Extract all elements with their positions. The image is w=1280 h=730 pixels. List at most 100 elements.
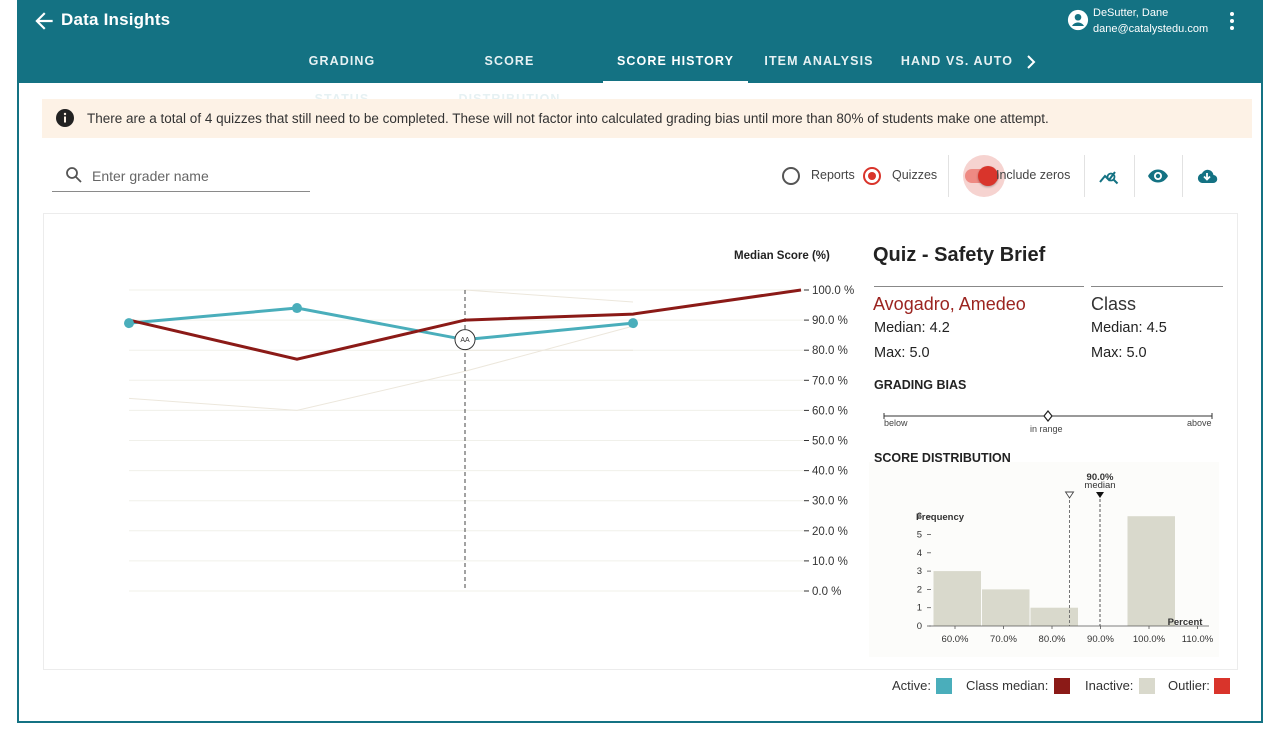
y-tick-label: 0.0 % xyxy=(812,586,841,598)
y-tick-label: 80.0 % xyxy=(812,345,848,357)
cloud-download-icon[interactable] xyxy=(1196,165,1218,187)
x-tick-label: 90.0% xyxy=(1087,634,1114,645)
x-tick-label: 80.0% xyxy=(1039,634,1066,645)
histogram-bar[interactable] xyxy=(933,571,982,626)
info-icon xyxy=(56,109,74,127)
reports-radio[interactable] xyxy=(782,167,800,185)
bias-below-label: below xyxy=(884,418,908,428)
divider xyxy=(1084,155,1085,197)
y-tick-label: 50.0 % xyxy=(812,436,848,448)
app-title: Data Insights xyxy=(61,10,171,29)
back-arrow-icon[interactable] xyxy=(31,8,57,34)
divider xyxy=(1182,155,1183,197)
x-tick-label: 100.0% xyxy=(1133,634,1166,645)
y-tick-label: 70.0 % xyxy=(812,375,848,387)
class-name: Class xyxy=(1091,294,1137,314)
histogram-bar[interactable] xyxy=(1127,516,1176,626)
histogram-bar[interactable] xyxy=(1030,607,1079,626)
grader-max: Max: 5.0 xyxy=(874,345,930,361)
class-median: Median: 4.5 xyxy=(1091,320,1167,336)
grader-search xyxy=(52,163,310,192)
inactive-series-line xyxy=(128,325,634,411)
quizzes-label: Quizzes xyxy=(892,168,938,182)
y-tick-label: 0 xyxy=(917,621,922,632)
tab-item-analysis[interactable]: ITEM ANALYSIS xyxy=(764,54,874,68)
legend-class-median-swatch xyxy=(1054,678,1070,694)
grading-bias-title: GRADING BIAS xyxy=(874,378,967,392)
bias-marker xyxy=(1043,410,1053,422)
account-icon[interactable] xyxy=(1067,9,1089,31)
legend-inactive-label: Inactive: xyxy=(1085,678,1134,693)
legend-outlier-swatch xyxy=(1214,678,1230,694)
legend-active-swatch xyxy=(936,678,952,694)
reports-label: Reports xyxy=(811,168,855,182)
legend-inactive-swatch xyxy=(1139,678,1155,694)
x-tick-label: 110.0% xyxy=(1182,634,1214,645)
info-banner-text: There are a total of 4 quizzes that stil… xyxy=(87,111,1049,126)
app-bar: Data Insights DeSutter, Dane dane@cataly… xyxy=(19,0,1263,106)
grader-name: Avogadro, Amedeo xyxy=(873,294,1026,314)
chevron-right-icon[interactable] xyxy=(1021,52,1041,72)
y-tick-label: 10.0 % xyxy=(812,556,848,568)
user-name: DeSutter, Dane xyxy=(1093,7,1169,19)
class-median-line xyxy=(128,288,802,361)
class-max: Max: 5.0 xyxy=(1091,345,1147,361)
divider xyxy=(1134,155,1135,197)
y-tick-label: 40.0 % xyxy=(812,466,848,478)
divider xyxy=(874,286,1084,287)
score-distribution-title: SCORE DISTRIBUTION xyxy=(874,451,1011,465)
histogram-bar[interactable] xyxy=(982,589,1030,626)
y-tick-label: 3 xyxy=(917,566,922,577)
y-tick-label: 30.0 % xyxy=(812,496,848,508)
grader-median: Median: 4.2 xyxy=(874,320,950,336)
user-email: dane@catalystedu.com xyxy=(1093,23,1209,35)
chart-card: Median Score (%) 100.0 % 90.0 % 80.0 % 70.0… xyxy=(43,213,1238,670)
tab-score-history[interactable]: SCORE HISTORY xyxy=(603,42,748,83)
quizzes-radio[interactable] xyxy=(863,167,881,185)
app-frame: Data Insights DeSutter, Dane dane@cataly… xyxy=(17,0,1263,723)
y-tick-label: 5 xyxy=(917,530,922,541)
search-input[interactable] xyxy=(92,165,302,187)
y-tick-label: 60.0 % xyxy=(812,405,848,417)
trend-search-icon[interactable] xyxy=(1098,165,1120,187)
active-point[interactable] xyxy=(124,318,134,329)
legend-active-label: Active: xyxy=(892,678,932,693)
legend-class-median-label: Class median: xyxy=(966,678,1049,693)
more-menu-icon[interactable] xyxy=(1221,8,1243,34)
selected-grader-node[interactable]: AA xyxy=(454,329,476,351)
y-tick-label: 20.0 % xyxy=(812,526,848,538)
score-history-chart: Median Score (%) 100.0 % 90.0 % 80.0 % 70.0… xyxy=(124,250,854,598)
y-axis-title: Median Score (%) xyxy=(734,250,830,262)
y-tick-label: 6 xyxy=(917,511,922,522)
divider xyxy=(1091,286,1223,287)
x-tick-label: 60.0% xyxy=(942,634,969,645)
median-caption: median xyxy=(1084,480,1115,491)
tab-score-distribution[interactable]: SCORE DISTRIBUTION xyxy=(458,54,559,106)
percent-axis-label: Percent xyxy=(1168,617,1204,628)
x-tick-label: 70.0% xyxy=(990,634,1017,645)
tab-hand-vs-auto[interactable]: HAND VS. AUTO xyxy=(900,54,1014,68)
active-point[interactable] xyxy=(292,303,302,314)
active-point[interactable] xyxy=(628,318,638,329)
frequency-axis-label: Frequency xyxy=(916,512,965,523)
quiz-title: Quiz - Safety Brief xyxy=(873,244,1046,266)
bias-above-label: above xyxy=(1187,418,1212,428)
median-value-label: 90.0% xyxy=(1087,472,1114,483)
y-tick-label: 90.0 % xyxy=(812,315,848,327)
grader-initials: AA xyxy=(460,337,470,344)
grader-median-marker xyxy=(1064,491,1075,499)
y-tick-label: 2 xyxy=(917,584,922,595)
inactive-series-line xyxy=(464,289,634,303)
search-icon xyxy=(66,167,82,183)
y-tick-label: 4 xyxy=(917,548,922,559)
grading-bias-scale xyxy=(883,410,1213,422)
active-series-line xyxy=(128,306,634,342)
tab-grading-status[interactable]: GRADING STATUS xyxy=(308,54,376,106)
bias-in-range-label: in range xyxy=(1030,424,1063,434)
include-zeros-toggle[interactable] xyxy=(963,155,1005,197)
median-marker xyxy=(1096,492,1104,498)
info-banner: There are a total of 4 quizzes that stil… xyxy=(42,99,1252,138)
y-tick-label: 100.0 % xyxy=(812,285,854,297)
eye-icon[interactable] xyxy=(1147,165,1169,187)
